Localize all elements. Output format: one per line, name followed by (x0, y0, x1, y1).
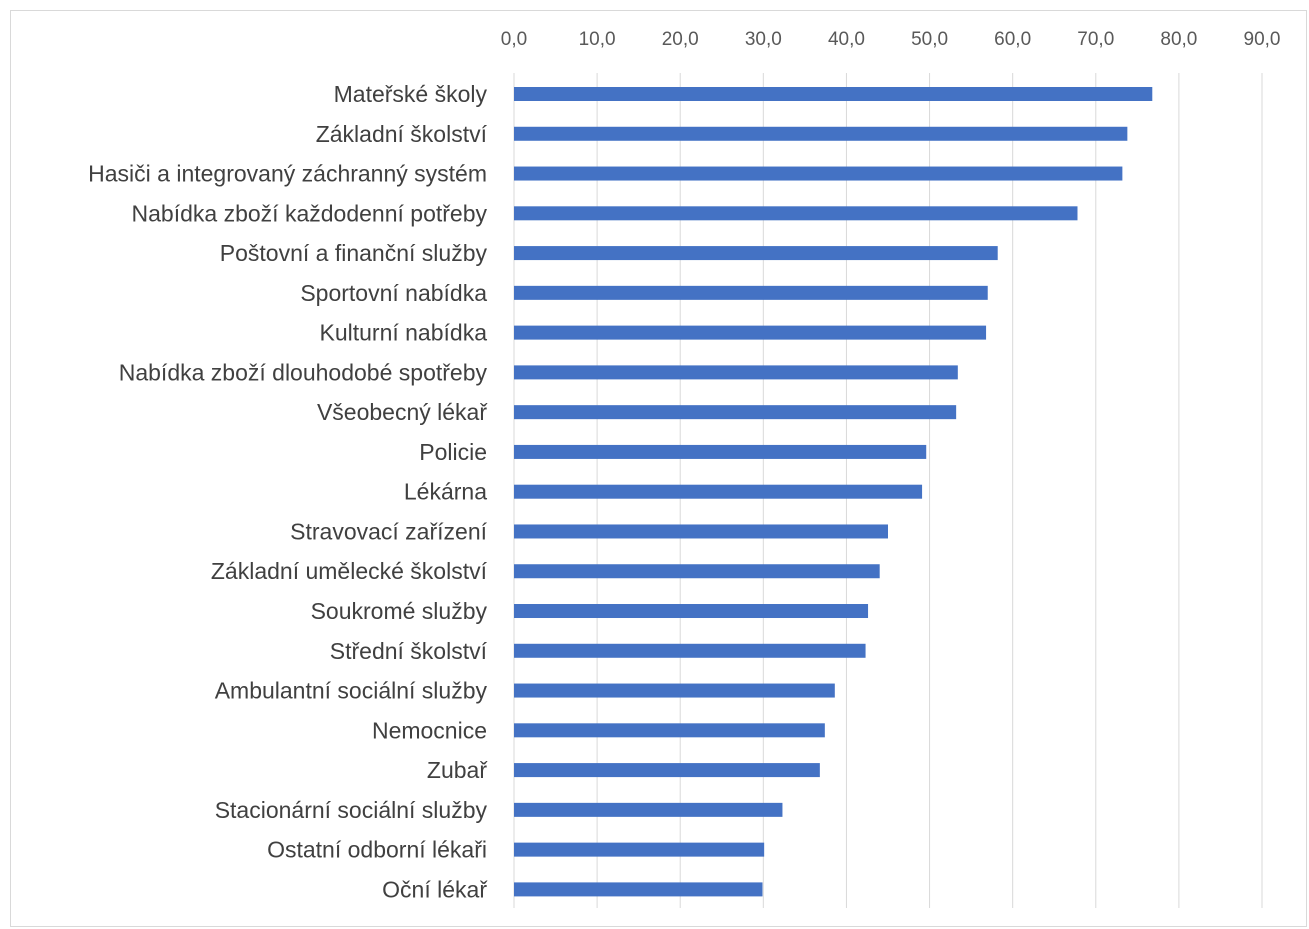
bar (514, 882, 763, 897)
category-label: Zubař (427, 757, 488, 783)
bar (514, 285, 988, 300)
x-tick-label: 80,0 (1160, 29, 1197, 50)
bar (514, 87, 1153, 101)
x-tick-label: 0,0 (501, 29, 527, 50)
bar (514, 683, 835, 698)
category-label: Hasiči a integrovaný záchranný systém (88, 161, 487, 187)
x-tick-label: 20,0 (662, 29, 699, 50)
bar (514, 604, 869, 619)
x-tick-label: 50,0 (911, 29, 948, 50)
bar (514, 842, 765, 857)
category-label: Kulturní nabídka (319, 320, 487, 346)
category-label: Základní školství (316, 121, 488, 147)
bar (514, 763, 820, 778)
category-label: Všeobecný lékař (317, 399, 488, 425)
category-label: Nemocnice (372, 717, 487, 743)
category-label: Mateřské školy (334, 81, 488, 107)
chart-frame: 0,0 10,0 20,0 30,0 40,0 50,0 60,0 70,0 80,0 90,0 … (10, 10, 1307, 927)
category-label: Střední školství (330, 638, 488, 664)
category-label: Ambulantní sociální služby (215, 678, 488, 704)
bar (514, 484, 923, 499)
x-tick-label: 60,0 (994, 29, 1031, 50)
bar (514, 325, 987, 340)
category-label: Nabídka zboží každodenní potřeby (132, 200, 488, 226)
bar (514, 564, 880, 579)
x-tick-label: 70,0 (1077, 29, 1114, 50)
category-label: Oční lékař (382, 876, 488, 902)
category-label: Stravovací zařízení (290, 518, 487, 544)
category-labels: Mateřské školy Základní školství Hasiči a … (88, 81, 488, 902)
category-label: Základní umělecké školství (211, 558, 488, 584)
bar (514, 405, 957, 420)
category-label: Policie (419, 439, 487, 465)
bars (514, 87, 1153, 897)
x-tick-label: 30,0 (745, 29, 782, 50)
category-label: Sportovní nabídka (300, 280, 487, 306)
category-label: Poštovní a finanční služby (220, 240, 488, 266)
x-tick-label: 90,0 (1244, 29, 1281, 50)
bar (514, 723, 825, 738)
bar (514, 246, 998, 261)
category-label: Nabídka zboží dlouhodobé spotřeby (119, 359, 488, 385)
bar (514, 365, 958, 380)
bar (514, 444, 927, 459)
category-label: Ostatní odborní lékaři (267, 837, 487, 863)
x-tick-label: 40,0 (828, 29, 865, 50)
x-tick-label: 10,0 (579, 29, 616, 50)
category-label: Stacionární sociální služby (215, 797, 488, 823)
bar (514, 524, 888, 539)
bar-chart: 0,0 10,0 20,0 30,0 40,0 50,0 60,0 70,0 80,0 90,0 … (88, 29, 1281, 908)
bar (514, 166, 1123, 181)
category-label: Soukromé služby (311, 598, 488, 624)
bar (514, 802, 783, 817)
bar (514, 126, 1128, 141)
bar (514, 206, 1078, 221)
x-axis-ticks: 0,0 10,0 20,0 30,0 40,0 50,0 60,0 70,0 80,0 90,0 (501, 29, 1281, 50)
category-label: Lékárna (404, 479, 487, 505)
bar (514, 643, 866, 658)
